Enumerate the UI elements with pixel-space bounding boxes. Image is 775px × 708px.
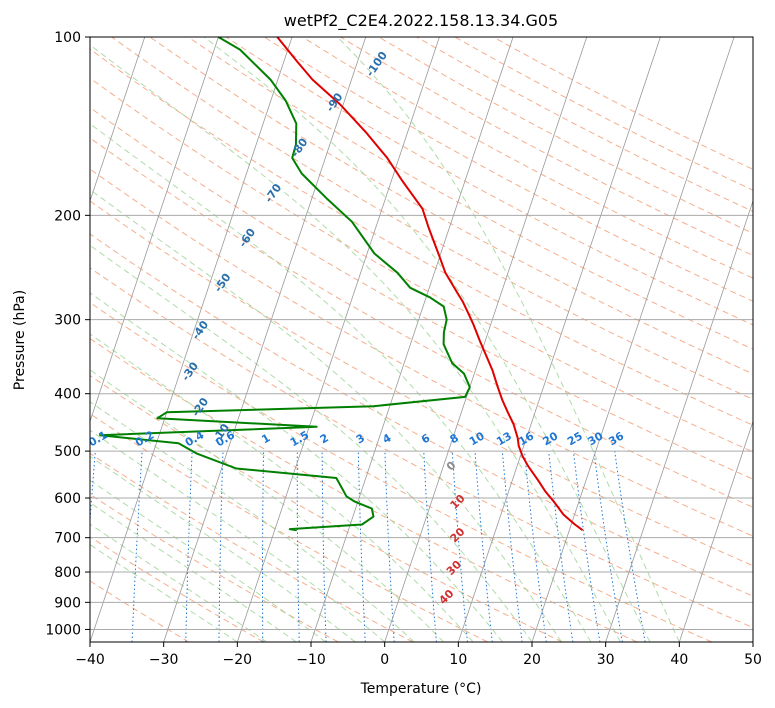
y-tick-label: 1000 <box>45 622 81 638</box>
chart-title: wetPf2_C2E4.2022.158.13.34.G05 <box>284 11 558 31</box>
mixing-ratio-line <box>548 451 574 642</box>
y-tick-label: 300 <box>54 313 81 329</box>
isotherm-line <box>457 37 661 642</box>
y-tick-label: 600 <box>54 491 81 507</box>
isotherm-line <box>531 37 735 642</box>
dry-adiabat-line <box>90 267 753 629</box>
x-tick-label: −40 <box>75 652 105 668</box>
plot-grid <box>90 37 753 642</box>
moist-adiabat-line <box>90 401 415 642</box>
plot-series <box>99 37 584 532</box>
dewpoint-profile-line <box>99 37 471 532</box>
dry-adiabat-line <box>90 337 638 642</box>
moist-adiabat-line <box>90 292 503 642</box>
mixing-ratio-line <box>524 451 547 642</box>
mixing-ratio-line <box>501 451 523 642</box>
dry-adiabat-line <box>90 233 753 597</box>
y-tick-label: 500 <box>54 444 81 460</box>
moist-adiabat-line <box>90 429 386 642</box>
y-tick-label: 200 <box>54 208 81 224</box>
isotherm-line <box>384 37 588 642</box>
x-tick-label: 50 <box>744 652 762 668</box>
isotherm-line <box>236 37 440 642</box>
isotherm-line <box>310 37 514 642</box>
x-tick-label: −30 <box>149 652 179 668</box>
y-tick-label: 400 <box>54 387 81 403</box>
y-tick-label: 700 <box>54 531 81 547</box>
x-tick-label: −10 <box>296 652 326 668</box>
moist-adiabat-line <box>203 37 651 642</box>
x-axis-label: Temperature (°C) <box>360 681 482 697</box>
dry-adiabat-line <box>225 37 753 326</box>
moist-adiabat-line <box>90 523 268 642</box>
mixing-ratio-line <box>572 451 601 642</box>
dry-adiabat-line <box>187 37 753 350</box>
x-tick-label: 20 <box>523 652 541 668</box>
moist-adiabat-line <box>90 188 562 642</box>
y-tick-label: 900 <box>54 595 81 611</box>
x-tick-label: 40 <box>670 652 688 668</box>
moist-adiabat-line <box>90 369 444 642</box>
isotherm-line <box>90 37 219 423</box>
dry-adiabat-line <box>90 301 712 642</box>
x-tick-label: −20 <box>223 652 253 668</box>
dry-adiabat-line <box>90 413 488 642</box>
temperature-profile-line <box>276 37 584 532</box>
plot-axes: −40 −30 −20 −10 0 10 20 30 40 50 100 200 300 400 500 60… <box>45 30 762 668</box>
dry-adiabat-line <box>90 48 753 426</box>
mixing-ratio-line <box>451 451 468 642</box>
isotherm-line <box>90 37 293 642</box>
moist-adiabat-line <box>90 479 326 642</box>
dry-adiabat-line <box>90 536 264 642</box>
plot-frame <box>89 36 754 643</box>
dry-adiabat-line <box>90 580 190 642</box>
isotherm-line <box>678 420 753 642</box>
isotherm-line <box>163 37 367 642</box>
moist-adiabat-line <box>90 502 297 642</box>
moist-adiabat-line <box>90 244 533 642</box>
y-axis-label: Pressure (hPa) <box>12 290 28 390</box>
dry-adiabat-line <box>90 168 753 537</box>
x-tick-label: 30 <box>597 652 615 668</box>
mixing-ratio-line <box>474 451 493 642</box>
dry-adiabat-line <box>90 200 753 567</box>
moist-adiabat-line <box>90 123 592 642</box>
mixing-ratio-line <box>593 451 623 642</box>
y-tick-label: 800 <box>54 565 81 581</box>
isotherm-line <box>90 37 146 203</box>
dry-adiabat-line <box>90 77 753 453</box>
dry-adiabat-line <box>90 374 563 642</box>
isotherm-line <box>605 199 753 642</box>
x-tick-label: 0 <box>380 652 389 668</box>
moist-adiabat-line <box>90 44 621 642</box>
x-tick-label: 10 <box>449 652 467 668</box>
y-tick-label: 100 <box>54 30 81 46</box>
